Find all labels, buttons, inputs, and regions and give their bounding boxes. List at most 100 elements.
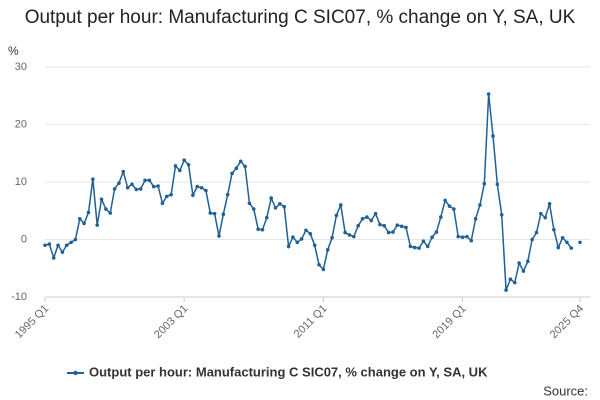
x-tick-label: 1995 Q1 <box>13 303 51 341</box>
point <box>73 237 78 242</box>
point <box>125 185 130 190</box>
y-tick-label: 0 <box>21 233 27 245</box>
point <box>408 244 413 249</box>
point <box>325 248 330 252</box>
point <box>91 177 95 181</box>
point <box>225 192 230 197</box>
point <box>182 158 186 162</box>
point <box>399 224 404 229</box>
point <box>47 242 52 246</box>
point <box>425 244 430 249</box>
y-tick-label: 20 <box>15 118 27 130</box>
point <box>443 198 447 203</box>
point <box>552 227 556 232</box>
point <box>465 234 469 239</box>
point <box>191 193 195 198</box>
point <box>156 184 160 188</box>
point <box>195 184 200 189</box>
point <box>64 243 69 248</box>
point <box>286 244 291 249</box>
x-tick-label: 2025 Q4 <box>548 303 586 341</box>
point <box>447 204 452 208</box>
x-tick-label: 2011 Q1 <box>292 303 330 341</box>
point <box>421 239 426 244</box>
point <box>247 201 252 206</box>
point <box>391 230 395 234</box>
point <box>312 243 317 248</box>
point <box>121 169 126 174</box>
y-unit: % <box>8 44 19 58</box>
point <box>534 230 539 235</box>
point <box>230 171 234 176</box>
point <box>151 184 156 189</box>
point <box>526 259 530 264</box>
point <box>439 215 443 219</box>
point <box>208 211 213 215</box>
point <box>547 202 552 206</box>
point <box>365 215 369 219</box>
point <box>373 211 378 216</box>
point <box>43 243 47 248</box>
point <box>334 213 339 218</box>
point <box>130 182 134 187</box>
point <box>147 178 152 183</box>
point <box>117 181 121 185</box>
point <box>412 245 417 250</box>
point <box>251 207 256 211</box>
point <box>560 235 565 240</box>
point <box>495 182 500 187</box>
point <box>178 168 182 173</box>
y-tick-label: 10 <box>15 176 27 188</box>
point <box>204 188 208 193</box>
point <box>517 261 521 265</box>
point <box>60 250 65 254</box>
point <box>569 246 574 250</box>
point <box>95 223 99 227</box>
point <box>512 280 517 285</box>
point <box>530 237 534 242</box>
point <box>143 178 147 183</box>
point <box>77 217 82 221</box>
point <box>352 234 356 239</box>
point <box>452 207 456 211</box>
point <box>491 134 495 138</box>
point <box>99 197 104 202</box>
point <box>212 211 217 216</box>
point <box>256 227 260 231</box>
point <box>282 204 287 209</box>
point <box>269 196 273 200</box>
point <box>486 92 491 96</box>
point <box>234 166 239 170</box>
point <box>473 217 478 221</box>
point <box>521 269 526 273</box>
point <box>338 203 343 207</box>
point <box>265 215 269 220</box>
point <box>430 235 434 239</box>
point <box>221 212 226 216</box>
point <box>356 223 360 228</box>
point <box>469 238 474 243</box>
point <box>56 243 60 248</box>
point <box>173 164 178 168</box>
point <box>378 222 382 227</box>
point <box>86 210 91 215</box>
point <box>82 221 86 226</box>
point <box>160 201 165 206</box>
point <box>299 237 304 241</box>
chart-title: Output per hour: Manufacturing C SIC07, … <box>24 7 576 28</box>
point <box>134 187 139 192</box>
point <box>404 225 408 230</box>
point <box>51 256 56 260</box>
point <box>108 211 113 215</box>
x-tick-label: 2003 Q1 <box>152 303 190 341</box>
point <box>243 164 247 169</box>
point <box>395 223 400 227</box>
point <box>238 159 243 164</box>
point <box>295 240 300 245</box>
point <box>308 231 313 236</box>
point <box>164 194 169 199</box>
point <box>478 203 482 207</box>
point <box>482 181 487 186</box>
y-tick-label: 30 <box>15 61 27 73</box>
